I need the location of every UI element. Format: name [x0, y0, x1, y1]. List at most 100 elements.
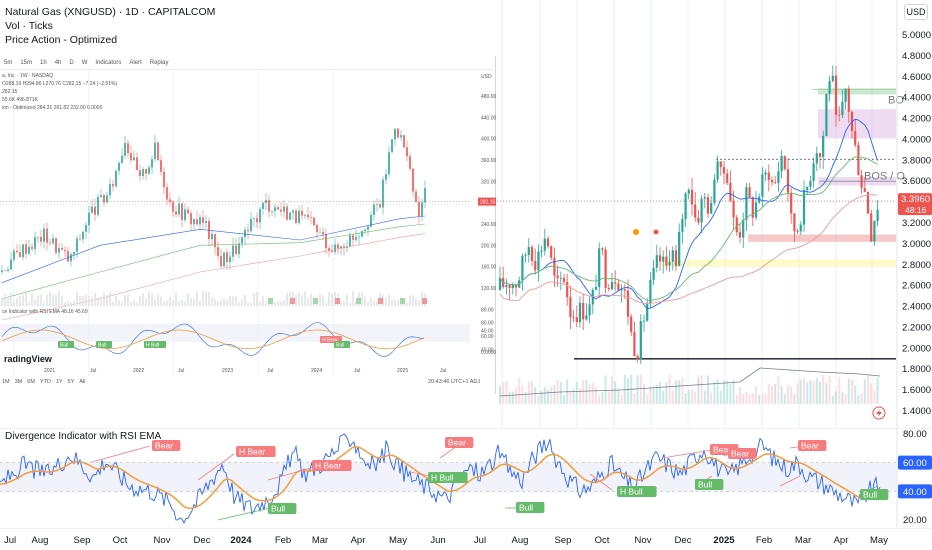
inset-range-1y: 1Y	[55, 379, 63, 385]
inset-candle-body	[40, 236, 42, 242]
price-action-indicator-label[interactable]: Price Action - Optimized	[5, 34, 118, 46]
oscillator-pane[interactable]: Bear H Bear H Bear Bull Bear H Bull Bull H Bull…	[0, 427, 932, 528]
inset-candle-body	[298, 210, 300, 223]
inset-candle-body	[373, 204, 375, 216]
divergence-line	[197, 453, 235, 481]
inset-volume-bar	[346, 294, 348, 306]
inset-candle-body	[124, 143, 126, 156]
inset-candle-body	[253, 218, 255, 219]
volume-bar	[604, 375, 607, 404]
inset-candle-body	[184, 209, 186, 220]
inset-ma-blue	[1, 215, 426, 283]
inset-candle-body	[10, 259, 12, 270]
oscillator-chart[interactable]: Bear H Bear H Bear Bull Bear H Bull Bull H Bull…	[0, 427, 932, 528]
inset-price-marker: 282.15	[480, 200, 496, 206]
price-tick-label: 2.8000	[902, 260, 931, 271]
inset-signal-box	[422, 298, 427, 304]
inset-watermark: radingView	[4, 354, 52, 364]
divergence-line	[661, 449, 713, 459]
inset-candle-body	[181, 203, 183, 220]
inset-time-label: Jul	[267, 368, 273, 374]
inset-candle-body	[349, 235, 351, 247]
volume-bar	[780, 386, 783, 404]
inset-volume-bar	[43, 301, 45, 306]
inset-volume-bar	[73, 300, 75, 306]
volume-bar	[633, 393, 636, 404]
inset-candle-body	[421, 202, 423, 217]
inset-candle-body	[310, 217, 312, 219]
candle-body	[527, 246, 530, 256]
inset-candle-body	[256, 218, 258, 223]
volume-bar	[841, 392, 844, 404]
candle-body	[809, 180, 812, 187]
inset-volume-bar	[82, 296, 84, 306]
bull-label-box	[860, 489, 889, 500]
zone-box	[662, 259, 896, 267]
bear-label: Bear	[155, 441, 173, 451]
inset-time-label: 2021	[44, 368, 55, 374]
volume-bar	[508, 391, 511, 404]
inset-volume-bar	[406, 302, 408, 306]
time-axis-svg[interactable]: Jul Aug Sep Oct Nov Dec 2024 Feb Mar Apr May Jun Jul…	[0, 527, 932, 550]
volume-indicator-label[interactable]: Vol · Ticks	[5, 20, 53, 32]
candle-body	[713, 179, 716, 203]
volume-bar	[518, 378, 521, 404]
inset-volume-bar	[322, 295, 324, 306]
inset-volume-bar	[274, 301, 276, 306]
symbol-title[interactable]: Natural Gas (XNGUSD) · 1D · CAPITALCOM	[5, 6, 216, 18]
oscillator-title[interactable]: Divergence Indicator with RSI EMA	[5, 431, 162, 442]
price-tick-label: 4.8000	[902, 51, 931, 62]
currency-button[interactable]: USD	[904, 4, 928, 20]
time-tick-label: Dec	[675, 535, 692, 546]
main-price-pane[interactable]: BO BOS / O 5.0000 4.8000 4.6000 4.4000 4.2000 4…	[0, 0, 932, 428]
inset-volume-bar	[163, 301, 165, 306]
time-tick-label: Feb	[756, 535, 772, 546]
time-tick-label: Jun	[430, 535, 445, 546]
price-chart[interactable]: BO BOS / O 5.0000 4.8000 4.6000 4.4000 4.2000 4…	[0, 0, 932, 428]
inset-volume-bar	[52, 294, 54, 306]
inset-volume-bar	[46, 295, 48, 306]
inset-volume-bar	[262, 296, 264, 306]
inset-signal-box	[400, 298, 405, 304]
inset-volume-bar	[88, 295, 90, 306]
candle-body	[818, 153, 822, 157]
candle-body	[738, 232, 742, 238]
inset-candle-body	[367, 226, 369, 230]
bos-label: BO	[888, 94, 904, 106]
inset-candle-body	[406, 147, 408, 157]
zone-box	[748, 234, 896, 242]
inset-volume-bar	[19, 295, 21, 306]
inset-candle-body	[46, 228, 48, 243]
inset-volume-bar	[151, 293, 153, 306]
inset-volume-bar	[418, 300, 420, 306]
volume-bar	[860, 393, 863, 404]
inset-candle-body	[400, 135, 402, 138]
inset-candle-body	[19, 252, 21, 258]
candle-body	[623, 289, 626, 291]
inset-candle-body	[160, 160, 162, 172]
volume-bar	[803, 377, 805, 404]
time-tick-label: Nov	[154, 535, 171, 546]
candle-body	[550, 246, 553, 258]
time-axis[interactable]: Jul Aug Sep Oct Nov Dec 2024 Feb Mar Apr May Jun Jul…	[0, 527, 932, 550]
inset-volume-bar	[373, 300, 375, 306]
candle-body	[742, 219, 745, 238]
candle-body	[703, 197, 706, 199]
inset-candle-body	[109, 184, 111, 196]
candle-body	[706, 197, 710, 214]
bull-label: H Bull	[431, 473, 454, 483]
osc-badge-upper: 60.00	[903, 458, 927, 469]
inset-volume-bar	[415, 298, 417, 306]
candle-body	[802, 190, 806, 225]
inset-price-tick: 440.00	[481, 115, 496, 121]
volume-bar	[537, 395, 540, 404]
volume-bar	[617, 388, 620, 404]
inset-candle-body	[322, 232, 324, 235]
inset-candle-body	[58, 248, 60, 253]
time-tick-label: Nov	[635, 535, 652, 546]
volume-bar	[777, 376, 780, 404]
inset-time-label: 2024	[311, 368, 322, 374]
inset-volume-bar	[364, 296, 366, 306]
volume-bar	[643, 384, 645, 404]
volume-bar	[809, 380, 812, 404]
